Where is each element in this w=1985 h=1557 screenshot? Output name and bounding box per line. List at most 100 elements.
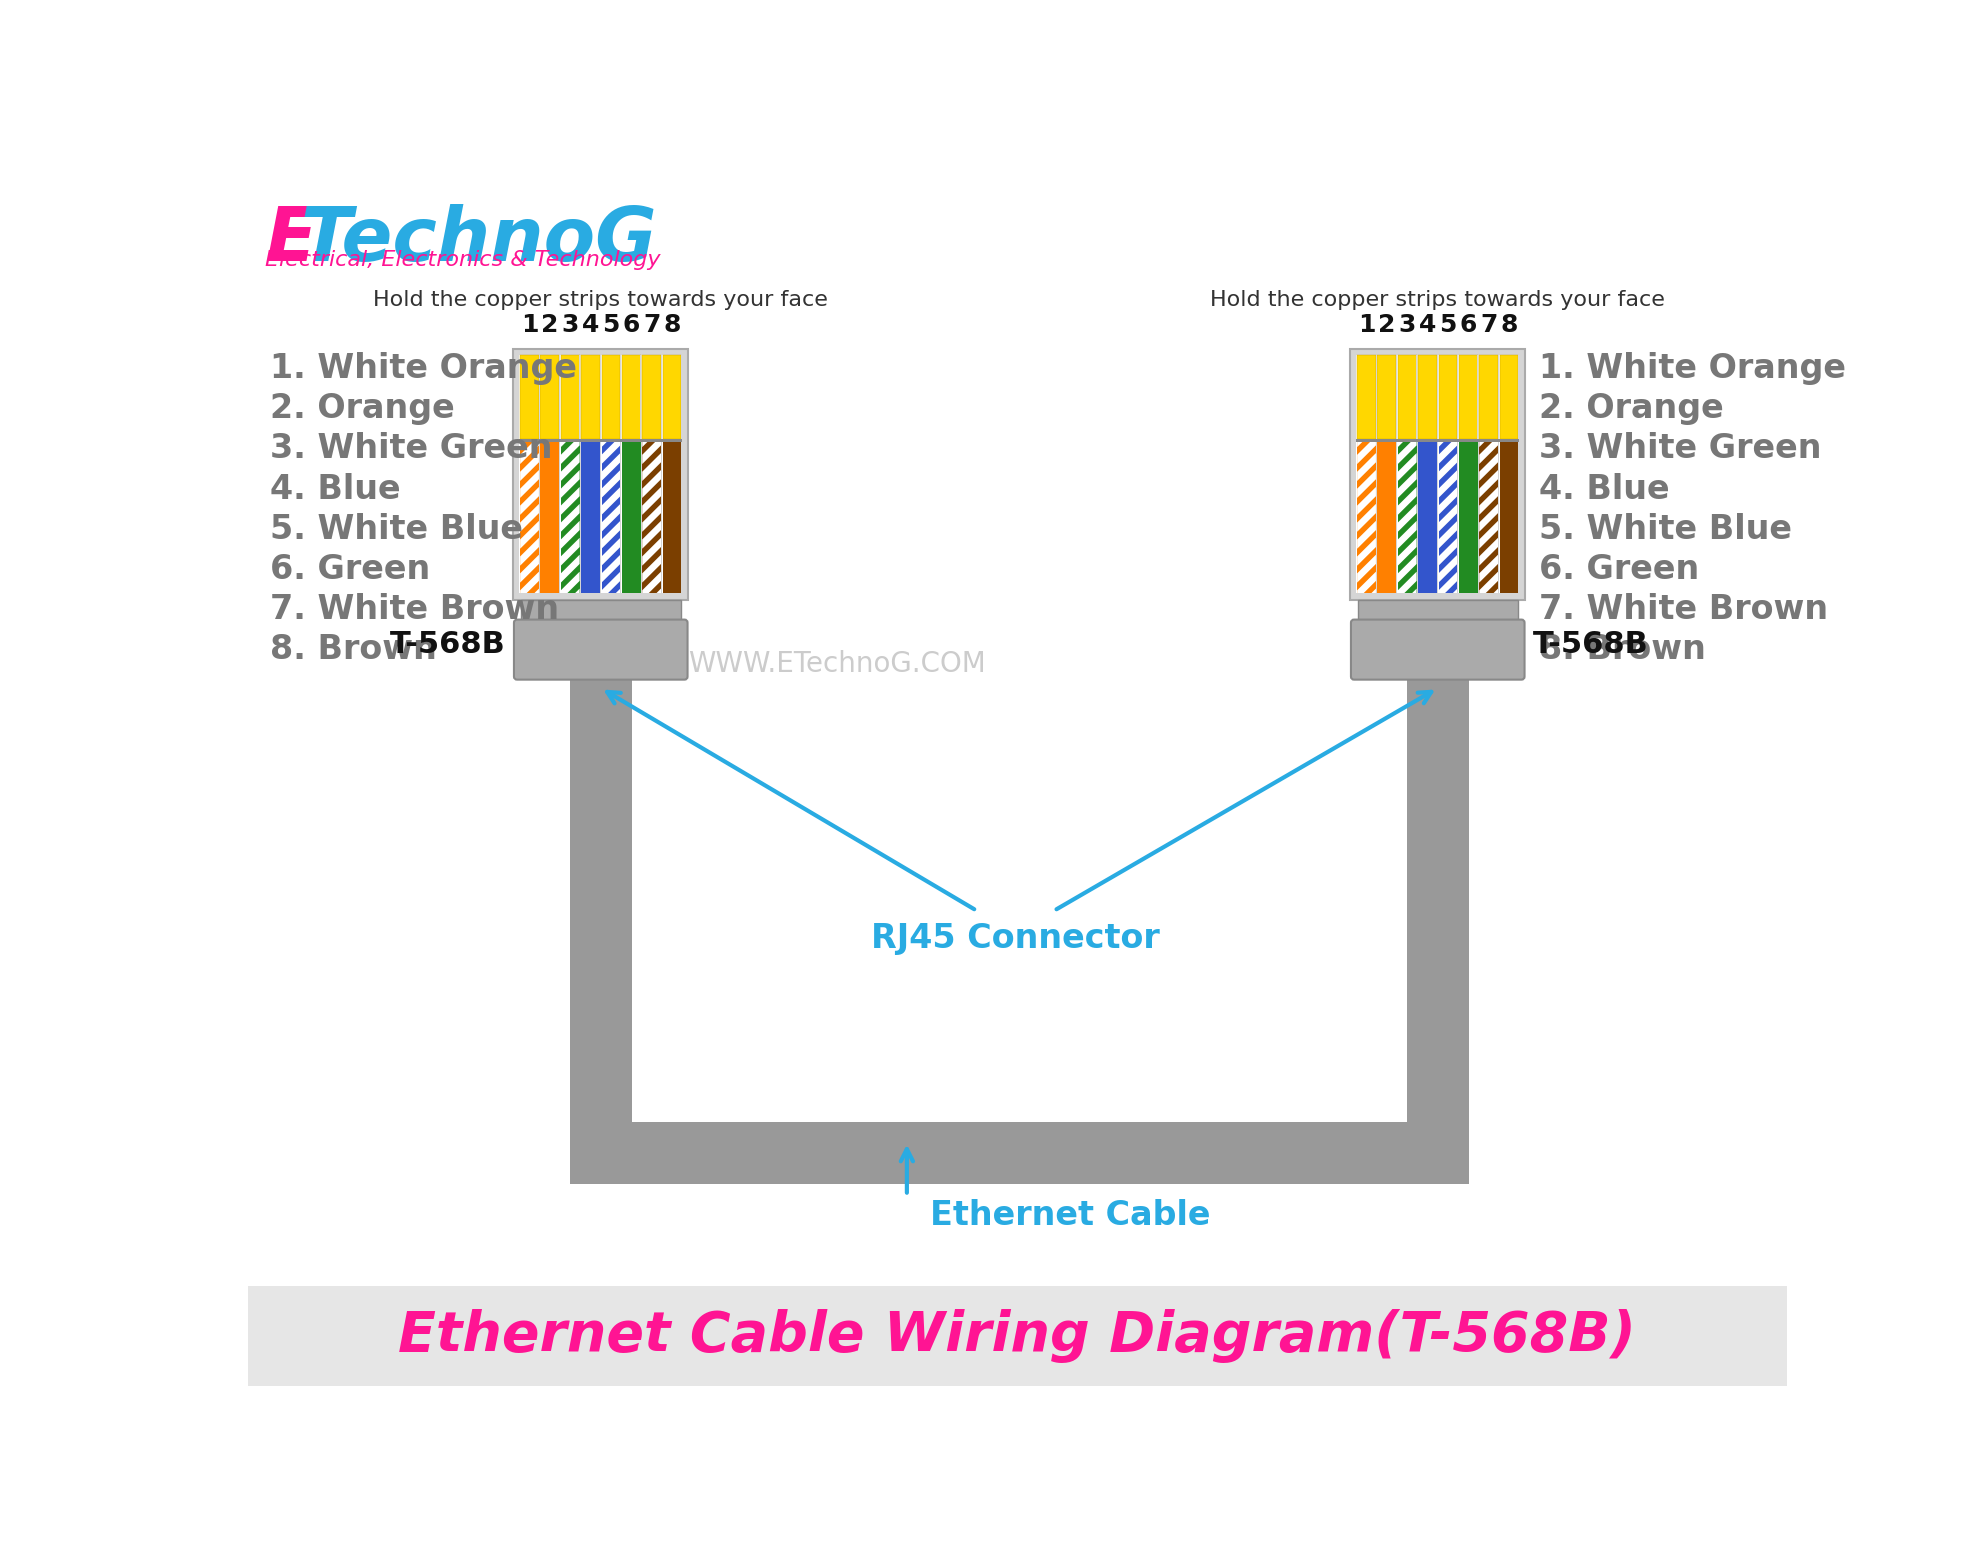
Text: 1: 1 <box>520 313 538 336</box>
Polygon shape <box>1397 571 1417 599</box>
Polygon shape <box>601 554 621 582</box>
Text: 4. Blue: 4. Blue <box>270 472 401 506</box>
Text: WWW.ETechnoG.COM: WWW.ETechnoG.COM <box>689 651 987 679</box>
Polygon shape <box>1358 369 1376 397</box>
Polygon shape <box>520 369 540 397</box>
Polygon shape <box>520 402 540 430</box>
Polygon shape <box>1397 453 1417 481</box>
Text: 2. Orange: 2. Orange <box>270 392 455 425</box>
Bar <box>582 355 599 439</box>
Polygon shape <box>643 487 661 515</box>
Text: 3. White Green: 3. White Green <box>1538 433 1822 466</box>
Polygon shape <box>601 522 621 548</box>
Bar <box>601 439 621 593</box>
Bar <box>1397 439 1417 593</box>
Polygon shape <box>520 537 540 565</box>
Polygon shape <box>520 522 540 548</box>
Polygon shape <box>520 419 540 447</box>
Polygon shape <box>601 487 621 515</box>
Text: 4: 4 <box>1419 313 1437 336</box>
Bar <box>1459 355 1477 439</box>
Polygon shape <box>1358 453 1376 481</box>
Polygon shape <box>520 504 540 532</box>
Polygon shape <box>1479 266 1499 294</box>
Polygon shape <box>562 537 580 565</box>
Polygon shape <box>562 402 580 430</box>
Text: 6. Green: 6. Green <box>1538 553 1699 585</box>
Bar <box>1350 349 1524 599</box>
Polygon shape <box>1439 301 1457 329</box>
Polygon shape <box>1479 301 1499 329</box>
Polygon shape <box>562 301 580 329</box>
Text: 8: 8 <box>1501 313 1519 336</box>
Text: 2: 2 <box>542 313 558 336</box>
Polygon shape <box>1397 402 1417 430</box>
Polygon shape <box>1397 487 1417 515</box>
Bar <box>1356 355 1519 593</box>
Polygon shape <box>520 470 540 498</box>
Polygon shape <box>1397 419 1417 447</box>
Polygon shape <box>1397 436 1417 464</box>
Polygon shape <box>601 453 621 481</box>
Polygon shape <box>601 470 621 498</box>
Text: 7. White Brown: 7. White Brown <box>270 593 560 626</box>
Polygon shape <box>1479 537 1499 565</box>
Polygon shape <box>562 318 580 346</box>
Polygon shape <box>562 522 580 548</box>
Polygon shape <box>562 470 580 498</box>
Text: 2. Orange: 2. Orange <box>1538 392 1725 425</box>
Polygon shape <box>1439 266 1457 294</box>
Polygon shape <box>1479 283 1499 311</box>
Polygon shape <box>520 385 540 413</box>
Bar <box>1439 439 1457 593</box>
Polygon shape <box>1358 352 1376 380</box>
Text: T-568B: T-568B <box>389 631 506 659</box>
Bar <box>520 439 540 593</box>
Polygon shape <box>1479 419 1499 447</box>
Text: 1: 1 <box>1358 313 1376 336</box>
Polygon shape <box>643 589 661 617</box>
Polygon shape <box>1479 453 1499 481</box>
Polygon shape <box>1358 554 1376 582</box>
Text: T-568B: T-568B <box>1532 631 1650 659</box>
Polygon shape <box>1439 352 1457 380</box>
Bar <box>601 355 621 439</box>
Polygon shape <box>1479 487 1499 515</box>
Polygon shape <box>1397 352 1417 380</box>
Polygon shape <box>1358 419 1376 447</box>
Polygon shape <box>1358 335 1376 363</box>
Bar <box>1459 439 1477 593</box>
Polygon shape <box>601 301 621 329</box>
Polygon shape <box>562 571 580 599</box>
Polygon shape <box>562 352 580 380</box>
Polygon shape <box>1479 335 1499 363</box>
Polygon shape <box>643 266 661 294</box>
Polygon shape <box>1397 589 1417 617</box>
Text: 3: 3 <box>1399 313 1415 336</box>
Polygon shape <box>1397 522 1417 548</box>
Bar <box>540 439 560 593</box>
Bar <box>1378 439 1395 593</box>
Polygon shape <box>1479 402 1499 430</box>
Polygon shape <box>1439 487 1457 515</box>
Polygon shape <box>1397 266 1417 294</box>
Text: 7: 7 <box>643 313 661 336</box>
Bar <box>520 355 683 593</box>
Text: 6: 6 <box>623 313 639 336</box>
Polygon shape <box>520 571 540 599</box>
Polygon shape <box>1439 470 1457 498</box>
Bar <box>520 355 540 439</box>
Bar <box>643 439 661 593</box>
Polygon shape <box>520 283 540 311</box>
Text: E: E <box>266 204 316 277</box>
Polygon shape <box>643 301 661 329</box>
Polygon shape <box>601 335 621 363</box>
Polygon shape <box>1358 487 1376 515</box>
Text: 5: 5 <box>1439 313 1457 336</box>
Bar <box>1358 439 1376 593</box>
Polygon shape <box>601 419 621 447</box>
Polygon shape <box>1397 504 1417 532</box>
Polygon shape <box>1439 504 1457 532</box>
Polygon shape <box>1439 318 1457 346</box>
Polygon shape <box>1439 522 1457 548</box>
